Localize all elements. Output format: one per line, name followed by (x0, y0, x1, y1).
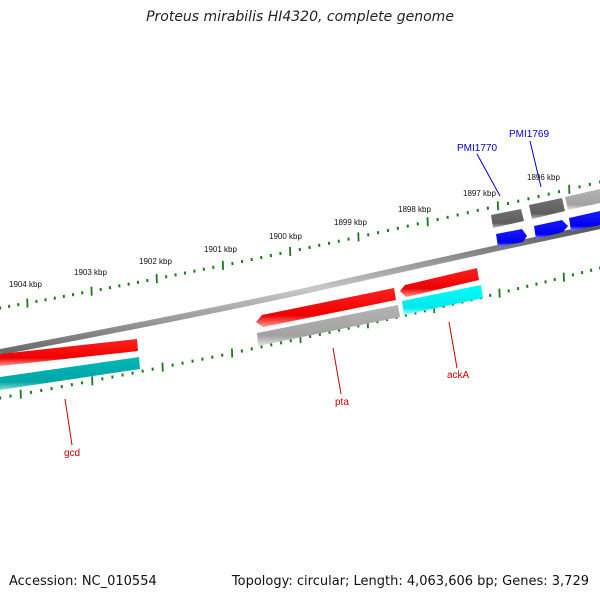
tick-label: 1901 kbp (204, 245, 237, 254)
cds-adjacent[interactable] (565, 189, 600, 210)
tick-label: 1902 kbp (139, 257, 172, 266)
cds-ackA[interactable] (402, 285, 483, 315)
cds-PMI1769[interactable] (529, 198, 565, 219)
forward-strand-features (491, 189, 600, 247)
tick-label: 1904 kbp (9, 280, 42, 289)
tick-label: 1898 kbp (398, 205, 431, 214)
gene-adjacent-arrow[interactable] (569, 211, 600, 231)
tick-label: 1899 kbp (334, 218, 367, 227)
gene-pta-arrow[interactable] (256, 288, 396, 327)
gene-ackA-arrow[interactable] (400, 268, 479, 297)
cds-pta[interactable] (257, 305, 400, 346)
gene-label-PMI1770[interactable]: PMI1770 (457, 143, 497, 154)
gene-leader-lines (64, 140, 542, 446)
genome-backbone (0, 223, 600, 355)
gene-PMI1770-arrow[interactable] (496, 229, 527, 247)
reverse-strand-cds (0, 285, 483, 390)
outer-tick-ring (0, 180, 600, 310)
accession-text: Accession: NC_010554 (9, 574, 157, 589)
kbp-scale-labels: 1896 kbp 1897 kbp 1898 kbp 1899 kbp 1900… (9, 173, 560, 289)
cds-PMI1770[interactable] (491, 209, 524, 228)
gene-label-pta[interactable]: pta (335, 397, 349, 408)
reverse-strand-genes (0, 268, 479, 366)
topology-text: Topology: circular; Length: 4,063,606 bp… (231, 574, 589, 589)
tick-label: 1900 kbp (269, 232, 302, 241)
map-title: Proteus mirabilis HI4320, complete genom… (146, 9, 454, 25)
tick-label: 1903 kbp (74, 268, 107, 277)
gene-PMI1769-arrow[interactable] (534, 220, 568, 239)
gene-label-gcd[interactable]: gcd (64, 448, 80, 459)
gene-labels: gcd pta ackA PMI1770 PMI1769 (64, 129, 549, 459)
gene-gcd-arrow[interactable] (0, 339, 138, 366)
tick-label: 1896 kbp (527, 173, 560, 182)
gene-label-ackA[interactable]: ackA (447, 370, 470, 381)
gene-label-PMI1769[interactable]: PMI1769 (509, 129, 549, 140)
tick-label: 1897 kbp (463, 189, 496, 198)
cds-gcd[interactable] (0, 357, 140, 390)
